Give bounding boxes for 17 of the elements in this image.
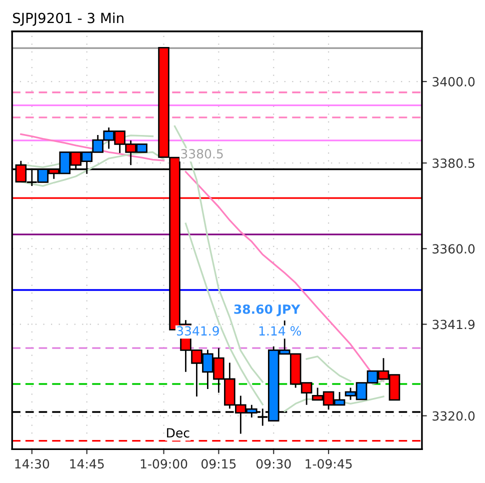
annotation: 1.14 % (259, 326, 302, 336)
x-tick-label: 1-09:45 (306, 459, 352, 469)
annotation: 3341.9 (177, 326, 219, 336)
y-tick-label: 3341.9 (432, 320, 475, 330)
y-tick-label: 3380.5 (432, 158, 474, 168)
x-tick-label: 1-09:00 (140, 459, 188, 469)
x-tick-label: 14:30 (15, 459, 50, 469)
chart-title: SJPJ9201 - 3 Min (13, 12, 124, 26)
y-tick-label: 3400.0 (432, 77, 475, 86)
annotation: 38.60 JPY (234, 304, 300, 316)
x-tick-label: 09:15 (202, 459, 236, 469)
x-tick-label: 14:45 (70, 459, 104, 469)
x-tick-label: 09:30 (256, 459, 291, 469)
annotation: Dec (167, 428, 190, 438)
annotation: 3380.5 (181, 149, 223, 158)
y-tick-label: 3360.0 (432, 244, 475, 254)
y-tick-label: 3320.0 (432, 411, 475, 421)
